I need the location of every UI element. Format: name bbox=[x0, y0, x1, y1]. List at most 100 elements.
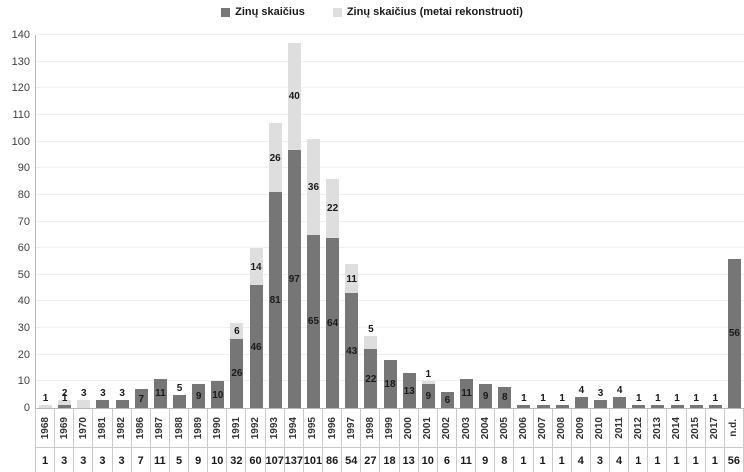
year-label: 2003 bbox=[460, 416, 472, 440]
bar-value-label: 65 bbox=[307, 316, 320, 328]
bar-value-label: 2 bbox=[61, 388, 68, 400]
bar-value-label: 22 bbox=[327, 203, 339, 215]
year-label: 2007 bbox=[537, 416, 549, 440]
bar-value-label: 5 bbox=[368, 324, 374, 336]
bar-value-label: 9 bbox=[195, 391, 202, 403]
total-cell: 10 bbox=[419, 448, 438, 472]
y-tick-label: 70 bbox=[17, 215, 30, 228]
year-label: 1987 bbox=[154, 416, 166, 440]
gridline bbox=[36, 247, 744, 249]
year-cell: 2005 bbox=[495, 409, 515, 447]
bar-value-label: 6 bbox=[444, 395, 451, 407]
bar-segment-dark bbox=[249, 285, 263, 408]
bar-segment-dark bbox=[326, 237, 340, 408]
year-label: 1992 bbox=[250, 416, 262, 440]
bar-value-label: 26 bbox=[231, 368, 243, 380]
bar-segment-dark bbox=[708, 405, 722, 408]
year-label: 2006 bbox=[517, 416, 529, 440]
total-cell: 9 bbox=[189, 448, 209, 472]
bar-value-label: 11 bbox=[155, 388, 166, 400]
year-label: 2010 bbox=[594, 416, 606, 440]
year-cell: 2006 bbox=[514, 409, 534, 447]
legend-swatch-dark bbox=[221, 7, 231, 17]
year-label: 2009 bbox=[575, 416, 587, 440]
gridline bbox=[36, 353, 744, 355]
year-cell: 1969 bbox=[55, 409, 75, 447]
y-tick-label: 120 bbox=[11, 82, 30, 95]
legend-label-light: Zinų skaičius (metai rekonstruoti) bbox=[346, 6, 523, 18]
bar-segment-dark bbox=[613, 397, 627, 408]
bar-segment-dark bbox=[498, 386, 512, 408]
total-cell: 8 bbox=[495, 448, 515, 472]
year-cell: 2009 bbox=[572, 409, 591, 447]
year-cell: 2000 bbox=[400, 409, 419, 447]
year-cell: 2014 bbox=[667, 409, 687, 447]
total-cell: 4 bbox=[610, 448, 630, 472]
gridline bbox=[36, 87, 744, 89]
bar-segment-light bbox=[421, 381, 435, 385]
bar-value-label: 1 bbox=[655, 393, 661, 405]
year-cell: 2012 bbox=[629, 409, 649, 447]
total-cell: 3 bbox=[74, 448, 94, 472]
total-cell: 3 bbox=[113, 448, 132, 472]
bar-segment-dark bbox=[440, 392, 454, 408]
gridline bbox=[36, 140, 744, 142]
year-cell: 2013 bbox=[648, 409, 668, 447]
bar-value-label: 43 bbox=[346, 345, 358, 357]
bar-segment-dark bbox=[727, 258, 741, 408]
bar-value-label: 14 bbox=[250, 261, 262, 273]
year-cell: 1993 bbox=[266, 409, 285, 447]
y-tick-label: 20 bbox=[17, 348, 30, 361]
total-cell: 1 bbox=[706, 448, 725, 472]
year-cell: 1990 bbox=[208, 409, 228, 447]
bar-segment-dark bbox=[306, 234, 320, 408]
year-cell: 2017 bbox=[706, 409, 725, 447]
total-cell: 13 bbox=[400, 448, 419, 472]
bar-segment-dark bbox=[192, 384, 206, 408]
total-cell: 86 bbox=[323, 448, 343, 472]
year-label: 1991 bbox=[230, 416, 242, 440]
year-label: 2005 bbox=[498, 416, 510, 440]
bar-value-label: 97 bbox=[288, 273, 300, 285]
bar-segment-light bbox=[230, 322, 244, 339]
total-cell: 54 bbox=[342, 448, 362, 472]
bar-segment-dark bbox=[173, 394, 186, 408]
bar-value-label: 9 bbox=[425, 391, 432, 403]
year-label: 1969 bbox=[58, 416, 70, 440]
year-cell: 1988 bbox=[170, 409, 190, 447]
bar-value-label: 64 bbox=[327, 317, 339, 329]
year-cell: 2001 bbox=[419, 409, 438, 447]
bar-value-label: 1 bbox=[521, 393, 527, 405]
year-label: 1996 bbox=[326, 416, 338, 440]
year-label: 1994 bbox=[288, 416, 300, 440]
year-label: 2013 bbox=[651, 416, 663, 440]
year-cell: 1994 bbox=[285, 409, 304, 447]
bar-segment-light bbox=[77, 400, 91, 408]
bar-segment-dark bbox=[555, 405, 569, 408]
total-cell: 7 bbox=[132, 448, 151, 472]
year-label: 1997 bbox=[345, 416, 357, 440]
total-cell: 56 bbox=[725, 448, 744, 472]
year-cell: 1991 bbox=[227, 409, 247, 447]
year-cell: 1982 bbox=[113, 409, 132, 447]
bar-segment-dark bbox=[574, 397, 588, 408]
year-cell: 1992 bbox=[246, 409, 266, 447]
bar-value-label: 10 bbox=[212, 389, 224, 401]
total-cell: 11 bbox=[151, 448, 170, 472]
year-cell: 2004 bbox=[476, 409, 496, 447]
bar-segment-dark bbox=[632, 405, 646, 408]
y-tick-label: 100 bbox=[11, 135, 30, 148]
bar-segment-dark bbox=[421, 384, 435, 408]
year-label: 1981 bbox=[96, 416, 108, 440]
year-cell: 1995 bbox=[304, 409, 324, 447]
total-cell: 27 bbox=[361, 448, 381, 472]
y-tick-label: 10 bbox=[17, 375, 30, 388]
year-cell: 2003 bbox=[457, 409, 477, 447]
bar-segment-dark bbox=[517, 405, 531, 408]
bar-segment-light bbox=[326, 178, 340, 238]
bar-segment-dark bbox=[689, 405, 703, 408]
bar-value-label: 1 bbox=[42, 393, 49, 405]
total-cell: 3 bbox=[93, 448, 113, 472]
total-cell: 3 bbox=[591, 448, 611, 472]
